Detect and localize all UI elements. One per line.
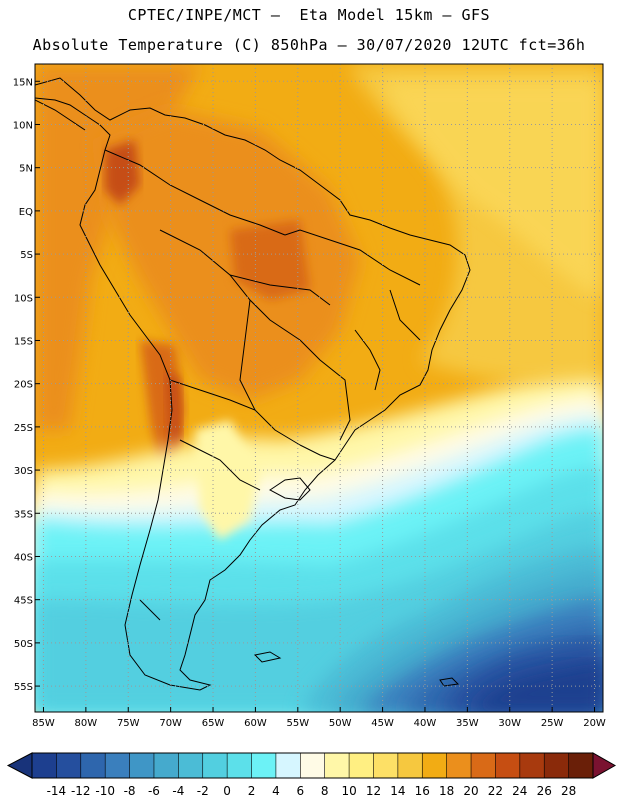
lon-tick-label: 50W — [329, 718, 352, 729]
colorbar-swatch — [227, 753, 253, 778]
lon-tick-label: 75W — [117, 718, 140, 729]
colorbar-label: 18 — [439, 784, 454, 798]
colorbar-swatch — [178, 753, 204, 778]
colorbar-label: -4 — [172, 784, 184, 798]
colorbar-frame — [31, 752, 594, 779]
lat-tick-label: 50S — [14, 639, 33, 650]
lat-tick-label: 10S — [14, 293, 33, 304]
colorbar-label: 14 — [390, 784, 405, 798]
colorbar-swatch — [202, 753, 228, 778]
colorbar-label: -2 — [197, 784, 209, 798]
colorbar-swatch — [80, 753, 106, 778]
map-frame — [34, 63, 604, 713]
colorbar: -14 -12 -10 -8 -6 -4 -2 0 2 4 6 8 10 12 14 16 18 20 22 24 26… — [6, 752, 617, 798]
lat-tick-label: 45S — [14, 596, 33, 607]
colorbar-label: -8 — [124, 784, 136, 798]
lon-tick-label: 25W — [541, 718, 564, 729]
colorbar-swatch — [397, 753, 423, 778]
colorbar-swatch — [105, 753, 131, 778]
colorbar-swatch — [446, 753, 472, 778]
lon-tick-label: 60W — [244, 718, 267, 729]
colorbar-swatch — [251, 753, 277, 778]
colorbar-swatch — [300, 753, 326, 778]
colorbar-label: 10 — [341, 784, 356, 798]
lat-tick-label: 5S — [20, 250, 33, 261]
colorbar-label: -12 — [71, 784, 91, 798]
colorbar-label: 28 — [561, 784, 576, 798]
colorbar-label: -10 — [95, 784, 115, 798]
lon-tick-label: 35W — [456, 718, 479, 729]
colorbar-label: 20 — [463, 784, 478, 798]
lat-tick-label: 20S — [14, 380, 33, 391]
lon-tick-label: 65W — [202, 718, 225, 729]
lat-tick-label: 55S — [14, 682, 33, 693]
lat-tick-label: 35S — [14, 509, 33, 520]
colorbar-swatch — [471, 753, 496, 778]
lon-tick-label: 30W — [498, 718, 521, 729]
colorbar-label: 8 — [321, 784, 329, 798]
colorbar-over-arrow — [592, 752, 617, 779]
colorbar-swatch — [568, 753, 594, 778]
colorbar-swatch — [349, 753, 374, 778]
colorbar-label: 6 — [296, 784, 304, 798]
latitude-axis: 15N 10N 5N EQ 5S 10S 15S 20S 25S 30S 35S 40S 45S 50S 5… — [13, 77, 40, 693]
lon-tick-label: 45W — [371, 718, 394, 729]
lat-tick-label: EQ — [19, 207, 33, 218]
lat-tick-label: 30S — [14, 466, 33, 477]
colorbar-swatch — [519, 753, 545, 778]
coastline — [35, 77, 471, 691]
colorbar-swatch — [153, 753, 179, 778]
lat-tick-label: 5N — [19, 164, 33, 175]
lon-tick-label: 70W — [159, 718, 182, 729]
colorbar-label: 24 — [512, 784, 527, 798]
colorbar-swatch — [275, 753, 301, 778]
colorbar-label: 26 — [537, 784, 552, 798]
lon-tick-label: 85W — [32, 718, 55, 729]
title-line-2: Absolute Temperature (C) 850hPa – 30/07/… — [32, 36, 586, 54]
temperature-field — [35, 64, 603, 712]
colorbar-under-arrow — [6, 752, 33, 779]
lat-tick-label: 25S — [14, 423, 33, 434]
colorbar-label: 0 — [223, 784, 231, 798]
colorbar-label: -6 — [148, 784, 160, 798]
colorbar-swatch — [324, 753, 350, 778]
lon-tick-label: 40W — [414, 718, 437, 729]
lat-tick-label: 15S — [14, 336, 33, 347]
colorbar-label: 2 — [248, 784, 256, 798]
lat-tick-label: 15N — [13, 77, 33, 88]
colorbar-swatch — [422, 753, 448, 778]
title-line-1: CPTEC/INPE/MCT – Eta Model 15km – GFS — [127, 6, 491, 24]
colorbar-swatch — [495, 753, 521, 778]
gridlines — [35, 64, 603, 712]
colorbar-swatch — [32, 753, 57, 778]
lat-tick-label: 10N — [13, 120, 33, 131]
colorbar-label: 4 — [272, 784, 280, 798]
colorbar-swatch — [56, 753, 82, 778]
lon-tick-label: 80W — [75, 718, 98, 729]
colorbar-label: 22 — [488, 784, 503, 798]
colorbar-label: 16 — [415, 784, 430, 798]
longitude-axis: 85W 80W 75W 70W 65W 60W 55W 50W 45W 40W 35W 30W 25W 2… — [32, 707, 606, 729]
lon-tick-label: 20W — [583, 718, 606, 729]
lon-tick-label: 55W — [286, 718, 309, 729]
colorbar-swatch — [129, 753, 155, 778]
colorbar-label: 12 — [366, 784, 381, 798]
lat-tick-label: 40S — [14, 552, 33, 563]
colorbar-swatch — [373, 753, 399, 778]
colorbar-label: -14 — [47, 784, 67, 798]
colorbar-swatch — [544, 753, 570, 778]
